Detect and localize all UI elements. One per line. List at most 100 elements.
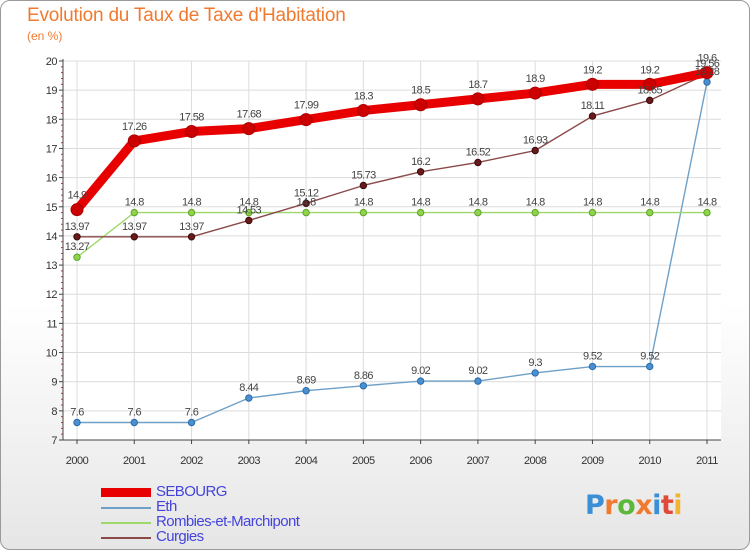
data-point-sebourg	[70, 203, 84, 217]
data-point-rombies	[416, 208, 425, 217]
data-label-rombies: 14.8	[411, 197, 430, 209]
y-minor-tick	[61, 287, 63, 289]
data-label-eth: 9.02	[411, 365, 430, 377]
data-point-curgies	[130, 233, 138, 241]
logo-letter: o	[617, 490, 636, 521]
data-point-curgies	[73, 233, 81, 241]
data-point-eth	[703, 78, 711, 86]
y-minor-tick	[61, 334, 63, 336]
data-label-sebourg: 19.6	[697, 53, 716, 65]
y-minor-tick	[61, 153, 63, 155]
data-point-curgies	[416, 168, 425, 176]
data-point-eth	[245, 394, 253, 402]
data-label-sebourg: 18.7	[468, 79, 487, 91]
y-minor-tick	[61, 247, 63, 249]
data-label-curgies: 16.2	[411, 156, 430, 168]
data-label-curgies: 16.52	[466, 146, 491, 158]
x-tick-label: 2006	[409, 455, 432, 467]
data-label-eth: 7.6	[185, 407, 199, 419]
data-label-rombies: 14.8	[583, 197, 602, 209]
data-point-rombies	[588, 208, 597, 217]
y-minor-tick	[61, 159, 63, 161]
x-tick-label: 2007	[467, 455, 490, 467]
data-label-sebourg: 17.58	[179, 112, 204, 124]
y-minor-tick	[61, 136, 63, 138]
x-tick-label: 2000	[66, 455, 89, 467]
y-minor-tick	[61, 416, 63, 418]
series-line-eth	[76, 81, 708, 424]
data-label-rombies: 13.27	[65, 241, 90, 253]
data-point-sebourg	[185, 125, 199, 139]
series-line-curgies	[76, 73, 708, 238]
y-minor-tick	[61, 299, 63, 301]
data-label-curgies: 16.93	[523, 135, 548, 147]
y-minor-tick	[61, 142, 63, 144]
data-point-rombies	[245, 208, 253, 217]
data-point-sebourg	[356, 104, 370, 118]
data-label-rombies: 14.8	[297, 197, 316, 209]
data-point-rombies	[187, 208, 196, 217]
y-tick-label: 18	[46, 114, 58, 126]
data-label-eth: 8.44	[239, 382, 258, 394]
y-tick-label: 7	[51, 435, 57, 447]
data-point-eth	[416, 377, 425, 385]
data-label-curgies: 19.56	[695, 58, 720, 70]
y-minor-tick	[61, 433, 63, 435]
data-point-eth	[130, 418, 138, 427]
logo-letter: t	[660, 490, 674, 521]
logo-letter: i	[652, 490, 661, 521]
y-minor-tick	[61, 404, 63, 406]
data-label-eth: 7.6	[128, 407, 142, 419]
data-point-rombies	[531, 208, 539, 217]
data-label-curgies: 15.73	[351, 169, 376, 181]
y-minor-tick	[61, 427, 63, 429]
data-label-eth: 8.86	[354, 370, 373, 382]
data-label-curgies: 15.12	[294, 187, 319, 199]
data-point-eth	[302, 387, 310, 395]
legend-label-sebourg: SEBOURG	[156, 483, 227, 500]
data-point-curgies	[474, 158, 482, 167]
x-tick-label: 2004	[295, 455, 318, 467]
data-point-rombies	[130, 208, 138, 217]
y-tick-label: 8	[51, 406, 57, 418]
y-minor-tick	[61, 387, 63, 389]
y-minor-tick	[61, 101, 63, 103]
y-minor-tick	[61, 375, 63, 377]
data-point-sebourg	[471, 92, 485, 106]
data-point-eth	[73, 418, 81, 427]
data-label-curgies: 13.97	[122, 221, 147, 233]
y-minor-tick	[61, 241, 63, 243]
x-tick-label: 2001	[123, 455, 146, 467]
y-minor-tick	[61, 258, 63, 260]
data-point-curgies	[359, 181, 368, 190]
x-tick-label: 2011	[696, 455, 718, 467]
y-minor-tick	[61, 107, 63, 109]
y-minor-tick	[61, 182, 63, 184]
x-tick-label: 2010	[638, 455, 661, 467]
legend-swatch-curgies	[101, 537, 151, 539]
y-minor-tick	[61, 392, 63, 394]
y-minor-tick	[61, 217, 63, 219]
y-minor-tick	[61, 95, 63, 97]
x-tick-label: 2009	[581, 455, 604, 467]
y-minor-tick	[61, 229, 63, 231]
data-point-sebourg	[414, 98, 428, 112]
y-minor-tick	[61, 317, 63, 319]
chart-title: Evolution du Taux de Taxe d'Habitation	[27, 5, 346, 26]
data-label-rombies: 14.8	[468, 197, 487, 209]
plot-area	[63, 61, 721, 440]
y-minor-tick	[61, 346, 63, 348]
y-tick-label: 9	[51, 377, 57, 389]
logo-letter: i	[673, 490, 683, 521]
y-minor-tick	[61, 165, 63, 167]
legend-label-eth: Eth	[156, 498, 177, 515]
y-tick-label: 13	[46, 260, 58, 272]
y-minor-tick	[61, 194, 63, 196]
series-line-rombies	[76, 211, 708, 258]
y-minor-tick	[61, 188, 63, 190]
y-tick-label: 12	[46, 289, 58, 301]
data-point-curgies	[302, 199, 310, 207]
legend-swatch-sebourg	[101, 488, 151, 497]
data-point-curgies	[531, 146, 539, 155]
